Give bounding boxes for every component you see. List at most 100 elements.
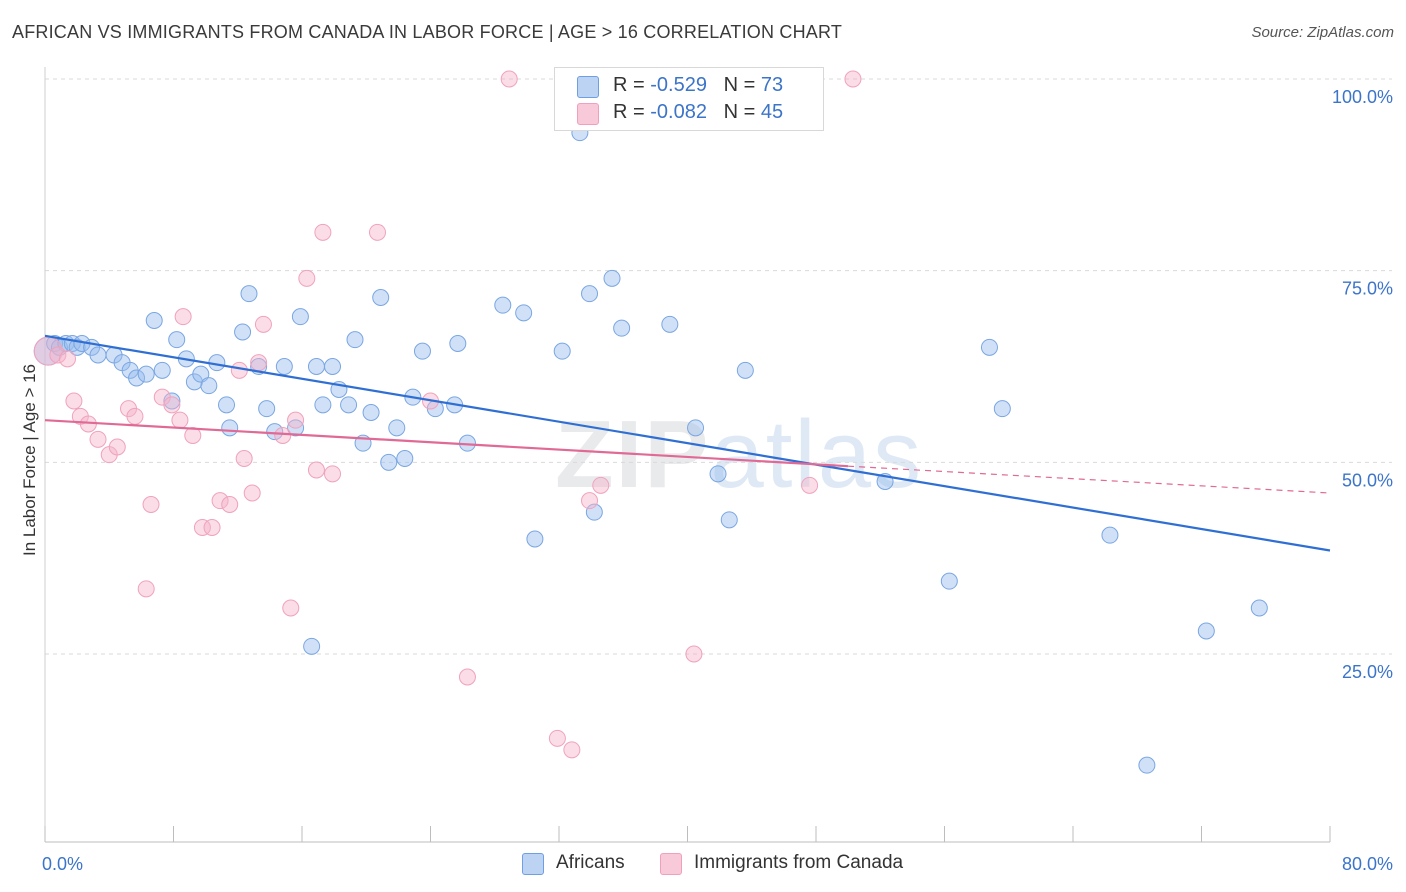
africans-point xyxy=(526,530,544,548)
africans-point xyxy=(581,285,599,303)
canada-point xyxy=(314,223,332,241)
canada-point xyxy=(458,668,476,686)
africans-point xyxy=(303,637,321,655)
africans-point xyxy=(603,269,621,287)
canada-point xyxy=(282,599,300,617)
legend-n-value: 73 xyxy=(760,74,784,96)
africans-point xyxy=(515,304,533,322)
africans-point xyxy=(709,465,727,483)
africans-point xyxy=(553,342,571,360)
africans-point xyxy=(137,365,155,383)
legend-r-value: -0.529 xyxy=(650,74,707,96)
africans-point xyxy=(449,335,467,352)
africans-point xyxy=(396,450,414,467)
africans-point xyxy=(494,296,512,314)
canada-point xyxy=(142,496,160,513)
canada-point xyxy=(324,465,342,483)
africans-point xyxy=(240,285,258,303)
africans-point xyxy=(275,358,293,375)
chart-title: AFRICAN VS IMMIGRANTS FROM CANADA IN LAB… xyxy=(12,22,843,42)
canada-point xyxy=(171,411,189,429)
africans-point xyxy=(362,404,380,421)
series-swatch-africans xyxy=(522,853,544,875)
watermark: ZIPatlas xyxy=(555,400,923,510)
canada-point xyxy=(221,496,239,513)
canada-point xyxy=(581,492,599,510)
canada-point xyxy=(287,411,305,429)
africans-point xyxy=(192,365,210,383)
africans-point xyxy=(1101,526,1119,544)
legend-r-label: R = xyxy=(613,101,651,123)
africans-point xyxy=(1250,599,1268,617)
legend-n-label: N = xyxy=(723,74,761,96)
legend-r-label: R = xyxy=(613,74,651,96)
series-swatch-canada xyxy=(660,853,682,875)
africans-point xyxy=(993,400,1011,418)
africans-point xyxy=(307,358,325,375)
canada-point xyxy=(163,396,181,414)
africans-point xyxy=(1138,756,1156,774)
x-tick-label: 80.0% xyxy=(1342,854,1393,874)
africans-point xyxy=(258,400,276,418)
africans-point xyxy=(1197,622,1215,640)
legend-n-label: N = xyxy=(723,101,761,123)
canada-point xyxy=(108,438,126,456)
series-legend-label: Africans xyxy=(556,852,625,873)
africans-point xyxy=(687,419,705,437)
africans-point xyxy=(153,361,171,379)
africans-point xyxy=(234,323,252,341)
y-tick-label: 25.0% xyxy=(1342,662,1393,682)
africans-point xyxy=(736,361,754,379)
africans-point xyxy=(720,511,738,529)
africans-point xyxy=(613,319,631,337)
canada-point xyxy=(65,392,83,410)
canada-point xyxy=(801,476,819,494)
series-legend-label: Immigrants from Canada xyxy=(694,852,904,873)
africans-point xyxy=(89,346,107,364)
canada-point xyxy=(174,308,192,326)
canada-trend-line xyxy=(44,419,849,468)
canada-point xyxy=(685,645,703,663)
africans-point xyxy=(218,396,236,414)
africans-point xyxy=(380,453,398,471)
africans-point xyxy=(266,423,284,441)
canada-point xyxy=(126,407,144,425)
africans-point xyxy=(163,392,181,410)
canada-point xyxy=(203,519,221,536)
canada-point xyxy=(49,346,67,364)
africans-point xyxy=(145,312,163,329)
canada-point xyxy=(193,519,211,536)
africans-point xyxy=(346,331,364,349)
y-tick-label: 50.0% xyxy=(1342,470,1393,490)
africans-point xyxy=(940,572,958,590)
africans-point xyxy=(200,377,218,395)
canada-point xyxy=(844,70,862,88)
canada-point xyxy=(211,492,229,510)
africans-point xyxy=(388,419,406,437)
africans-point xyxy=(128,369,146,387)
canada-point xyxy=(137,580,155,598)
legend-swatch-canada xyxy=(577,103,599,125)
africans-point xyxy=(661,315,679,333)
africans-point xyxy=(340,396,358,414)
canada-point xyxy=(243,484,261,502)
correlation-legend: R = -0.529 N = 73 R = -0.082 N = 45 xyxy=(554,67,824,131)
x-tick-label: 0.0% xyxy=(42,854,83,874)
canada-trend-extension xyxy=(848,465,1331,494)
canada-point xyxy=(235,450,253,467)
canada-point xyxy=(250,354,268,372)
legend-r-value: -0.082 xyxy=(650,101,707,123)
africans-point xyxy=(372,289,390,306)
canada-point xyxy=(368,223,386,241)
africans-point xyxy=(221,419,239,437)
canada-point xyxy=(58,350,76,368)
series-legend: Africans Immigrants from Canada xyxy=(0,852,1406,878)
y-axis-label: In Labor Force | Age > 16 xyxy=(20,363,39,557)
canada-point xyxy=(563,741,581,759)
source-label: Source: ZipAtlas.com xyxy=(1251,24,1394,41)
canada-point xyxy=(592,476,610,494)
legend-n-value: 45 xyxy=(760,101,784,123)
africans-trend-line xyxy=(44,334,1331,552)
africans-point xyxy=(413,342,431,360)
